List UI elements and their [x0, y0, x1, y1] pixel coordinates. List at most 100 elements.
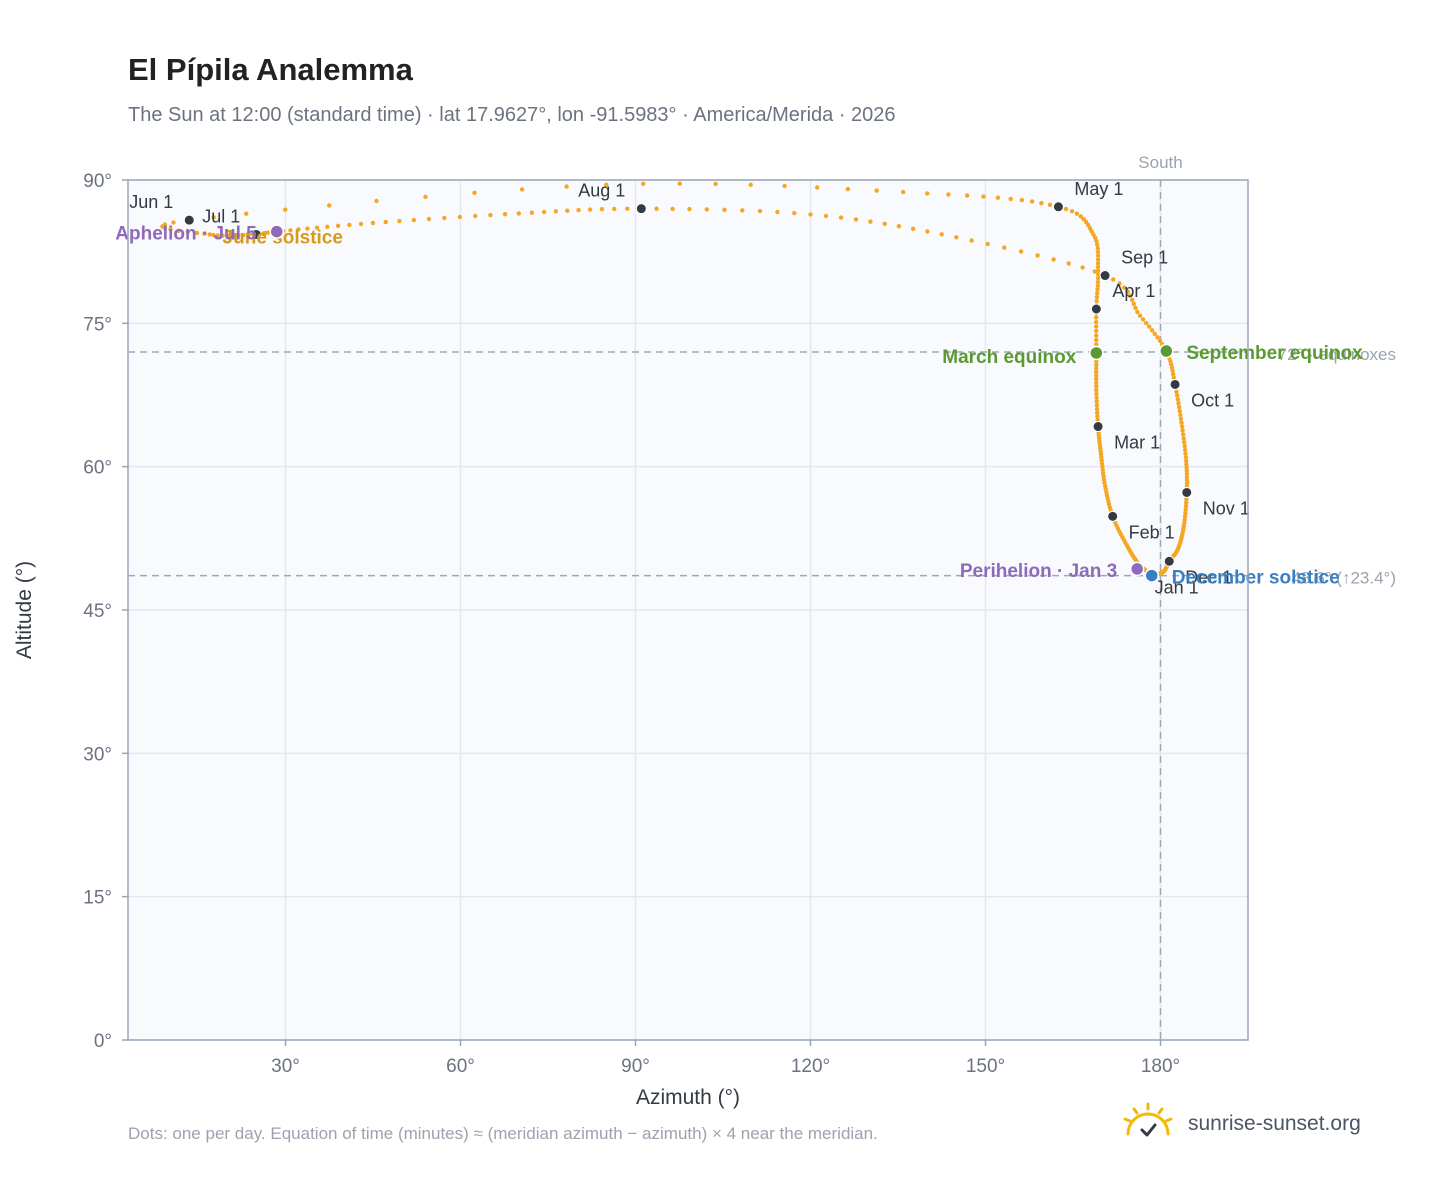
daily-sun-dot [426, 216, 432, 222]
daily-sun-dot [472, 190, 477, 195]
daily-sun-dot [1094, 384, 1099, 389]
y-tick-label: 0° [94, 1031, 112, 1052]
month-marker-label: Jan 1 [1155, 578, 1199, 598]
daily-sun-dot [1099, 461, 1105, 466]
daily-sun-dot [1051, 257, 1056, 262]
daily-sun-dot [1155, 335, 1160, 340]
daily-sun-dot [1184, 471, 1190, 477]
chart-title: El Pípila Analemma [128, 52, 413, 87]
daily-sun-dot [1152, 331, 1158, 336]
daily-sun-dot [1002, 245, 1007, 250]
daily-sun-dot [488, 212, 493, 218]
daily-sun-dot [1094, 315, 1099, 320]
daily-sun-dot [397, 218, 402, 224]
daily-sun-dot [1094, 319, 1099, 325]
daily-sun-dot [1100, 470, 1106, 476]
daily-sun-dot [374, 198, 379, 204]
daily-sun-dot [1133, 305, 1138, 311]
daily-sun-dot [1094, 238, 1099, 244]
daily-sun-dot [565, 208, 570, 213]
daily-sun-dot [896, 224, 902, 229]
event-label: Perihelion · Jan 3 [960, 561, 1117, 582]
daily-sun-dot [1177, 408, 1183, 414]
daily-sun-dot [1094, 342, 1099, 347]
daily-sun-dot [1171, 372, 1176, 377]
daily-sun-dot [215, 233, 220, 238]
daily-sun-dot [925, 191, 930, 196]
daily-sun-dot [1095, 414, 1100, 419]
daily-sun-dot [1094, 373, 1099, 378]
daily-sun-dot [335, 223, 341, 228]
daily-sun-dot [823, 213, 829, 219]
daily-sun-dot [1008, 196, 1013, 202]
daily-sun-dot [981, 194, 986, 199]
month-marker-label: Aug 1 [578, 181, 625, 201]
daily-sun-dot [1084, 219, 1089, 225]
daily-sun-dot [985, 241, 990, 247]
daily-sun-dot [516, 211, 521, 216]
daily-sun-dot [442, 215, 447, 221]
daily-sun-dot [925, 229, 930, 234]
daily-sun-dot [868, 219, 873, 224]
daily-sun-dot [541, 209, 547, 215]
daily-sun-dot [211, 232, 216, 238]
daily-sun-dot [1183, 504, 1189, 509]
y-axis-title: Altitude (°) [13, 561, 36, 659]
daily-sun-dot [1169, 362, 1174, 367]
daily-sun-dot [1117, 281, 1122, 286]
daily-sun-dot [1066, 261, 1071, 266]
daily-sun-dot [1179, 424, 1185, 429]
daily-sun-dot [1184, 458, 1189, 464]
daily-sun-dot [775, 209, 780, 215]
daily-sun-dot [288, 228, 293, 233]
daily-sun-dot [1182, 443, 1187, 449]
daily-sun-dot [1094, 377, 1099, 382]
daily-sun-dot [1094, 395, 1099, 400]
daily-sun-dot [1175, 397, 1181, 402]
daily-sun-dot [457, 214, 462, 220]
reference-lines: South 72° · equinoxes 48.6° (↑23.4°) [128, 153, 1396, 1040]
daily-sun-dot [1095, 287, 1100, 292]
daily-sun-dot [358, 221, 364, 227]
daily-sun-dot [423, 194, 428, 199]
daily-sun-dot [1179, 420, 1184, 425]
daily-sun-dot [1157, 338, 1163, 343]
daily-sun-dot [246, 232, 251, 238]
daily-sun-dot [677, 181, 682, 186]
month-marker-label: Apr 1 [1112, 281, 1155, 301]
daily-sun-dot [305, 226, 310, 231]
y-tick-label: 90° [83, 171, 112, 192]
daily-sun-dot [1081, 217, 1087, 222]
x-axis-title: Azimuth (°) [636, 1086, 740, 1109]
daily-sun-dot [1094, 324, 1099, 329]
event-marker [1089, 345, 1104, 361]
daily-sun-dot [296, 227, 301, 232]
daily-sun-dot [1181, 436, 1186, 441]
event-marker [1159, 343, 1174, 359]
daily-sun-dot [1029, 199, 1035, 204]
brand-logo[interactable]: sunrise-sunset.org [1120, 1100, 1361, 1148]
daily-sun-dot [1183, 455, 1189, 460]
event-label: December solstice [1172, 568, 1340, 589]
daily-sun-dot [1125, 289, 1130, 294]
daily-sun-dot [1149, 328, 1155, 333]
daily-sun-dot [1069, 209, 1075, 214]
daily-sun-dot [1095, 291, 1100, 296]
month-marker-label: Oct 1 [1191, 390, 1234, 410]
daily-sun-dot [1095, 249, 1101, 255]
daily-sun-dot [722, 207, 727, 212]
daily-sun-dot [411, 217, 416, 223]
event-marker [269, 224, 284, 239]
y-tick-label: 30° [83, 744, 112, 765]
daily-sun-dot [625, 206, 630, 211]
event-marker [1129, 561, 1145, 577]
month-marker [1052, 201, 1064, 213]
daily-sun-dot [1111, 277, 1116, 282]
daily-sun-dot [1100, 467, 1106, 472]
daily-sun-dot [792, 210, 797, 216]
daily-sun-dot [1095, 283, 1101, 288]
daily-sun-dot [244, 211, 249, 216]
daily-sun-dot [1094, 337, 1099, 343]
daily-sun-dot [1147, 324, 1152, 329]
x-tick-label: 180° [1141, 1056, 1180, 1077]
